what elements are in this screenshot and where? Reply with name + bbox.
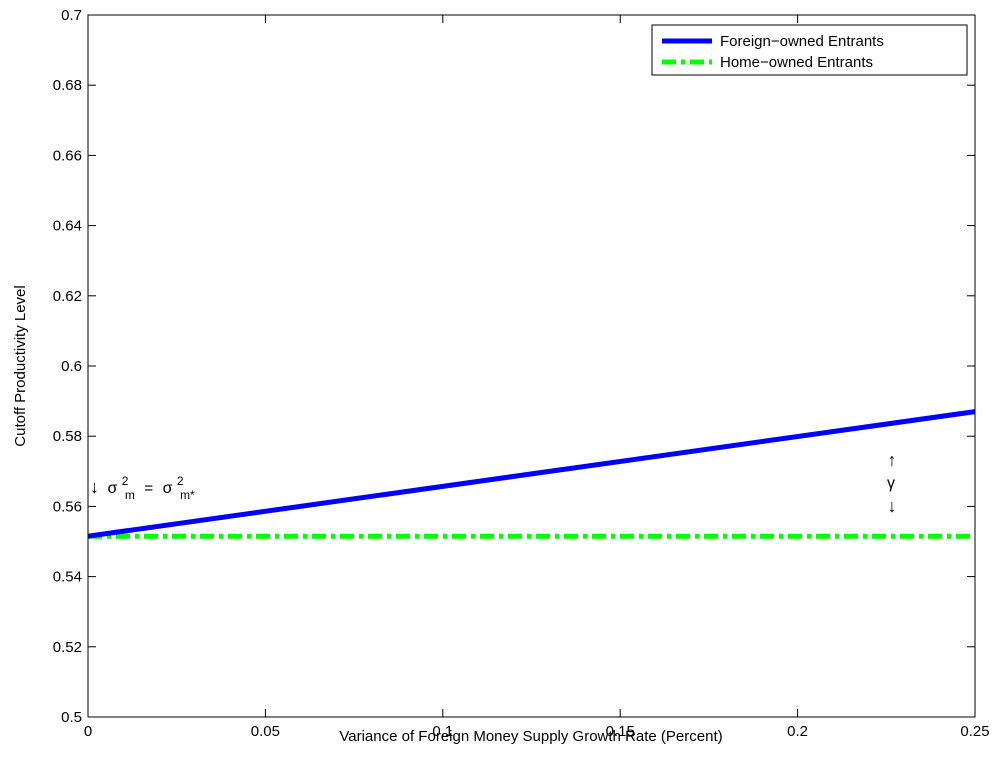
gamma-up-arrow: ↑ [888, 450, 897, 470]
legend-box [651, 24, 968, 76]
equals-sign: = [144, 480, 153, 497]
sigma-sub-lhs: m [125, 488, 135, 502]
y-axis-label: Cutoff Productivity Level [12, 285, 29, 446]
y-tick-label: 0.7 [61, 7, 82, 24]
y-tick-label: 0.62 [53, 288, 82, 305]
sigma-symbol-rhs: σ [163, 480, 173, 497]
x-tick-label: 0.25 [960, 723, 989, 740]
equal-variance-annotation: ↓ σ 2 m = σ 2 m* [90, 472, 195, 503]
y-tick-label: 0.64 [53, 218, 82, 235]
y-tick-label: 0.6 [61, 358, 82, 375]
y-tick-label: 0.54 [53, 569, 82, 586]
x-tick-label: 0.15 [606, 723, 635, 740]
x-tick-label: 0.1 [432, 723, 453, 740]
gamma-down-arrow: ↓ [888, 496, 897, 516]
y-tick-label: 0.66 [53, 147, 82, 164]
plot-area [88, 15, 975, 717]
x-axis-label: Variance of Foreign Money Supply Growth … [339, 728, 722, 745]
x-tick-label: 0 [84, 723, 92, 740]
y-tick-label: 0.52 [53, 639, 82, 656]
x-tick-label: 0.05 [251, 723, 280, 740]
x-tick-label: 0.2 [787, 723, 808, 740]
legend: Foreign−owned Entrants Home−owned Entran… [651, 24, 968, 76]
series-layer [87, 409, 976, 539]
x-tick-labels: 0 0.05 0.1 0.15 0.2 0.25 [84, 723, 990, 740]
y-tick-label: 0.68 [53, 77, 82, 94]
legend-label-foreign-owned: Foreign−owned Entrants [720, 33, 884, 50]
series-line-foreign-owned [87, 409, 976, 539]
annotation-down-arrow: ↓ [90, 477, 99, 497]
gamma-symbol: γ [887, 475, 895, 492]
sigma-sup-rhs: 2 [177, 474, 184, 488]
y-tick-label: 0.56 [53, 498, 82, 515]
y-tick-labels: 0.5 0.52 0.54 0.56 0.58 0.6 0.62 0.64 0.66 0.68 0.… [53, 7, 82, 726]
sigma-symbol-lhs: σ [107, 480, 117, 497]
sigma-sub-rhs: m* [180, 488, 195, 502]
legend-label-home-owned: Home−owned Entrants [720, 54, 873, 71]
sigma-sup-lhs: 2 [122, 474, 129, 488]
y-tick-label: 0.58 [53, 428, 82, 445]
y-tick-label: 0.5 [61, 709, 82, 726]
plot-frame [87, 14, 976, 718]
